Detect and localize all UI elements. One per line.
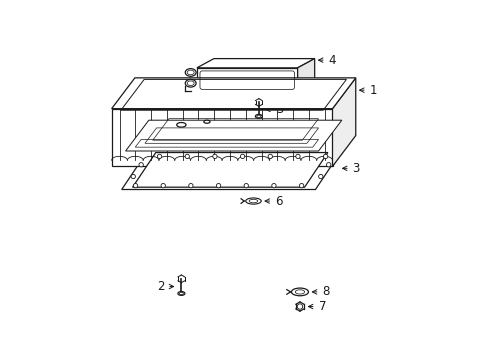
Circle shape xyxy=(299,184,304,188)
Text: 2: 2 xyxy=(157,280,173,293)
Ellipse shape xyxy=(187,70,194,75)
Circle shape xyxy=(244,184,248,188)
Circle shape xyxy=(157,154,162,158)
Ellipse shape xyxy=(185,69,196,76)
Polygon shape xyxy=(112,78,356,109)
Circle shape xyxy=(185,154,190,158)
Polygon shape xyxy=(122,155,339,189)
Circle shape xyxy=(296,154,300,158)
Ellipse shape xyxy=(177,122,186,127)
Circle shape xyxy=(189,184,193,188)
Circle shape xyxy=(161,184,166,188)
Polygon shape xyxy=(197,59,315,68)
Circle shape xyxy=(139,163,143,167)
Ellipse shape xyxy=(204,120,210,123)
Circle shape xyxy=(217,184,221,188)
Circle shape xyxy=(131,174,135,179)
Ellipse shape xyxy=(179,292,183,294)
Polygon shape xyxy=(297,59,315,93)
Ellipse shape xyxy=(292,288,309,296)
Polygon shape xyxy=(125,120,342,151)
Ellipse shape xyxy=(249,199,258,203)
Polygon shape xyxy=(133,153,328,187)
Circle shape xyxy=(268,154,272,158)
Circle shape xyxy=(323,154,328,158)
Ellipse shape xyxy=(257,115,261,117)
Polygon shape xyxy=(112,109,333,166)
Text: 7: 7 xyxy=(309,300,326,313)
Text: 3: 3 xyxy=(343,162,360,175)
Text: 4: 4 xyxy=(318,54,336,67)
Ellipse shape xyxy=(185,80,196,87)
Ellipse shape xyxy=(187,81,194,86)
Text: 6: 6 xyxy=(265,194,283,208)
Circle shape xyxy=(326,163,331,167)
Circle shape xyxy=(241,154,245,158)
Text: 5: 5 xyxy=(266,103,283,116)
Text: 1: 1 xyxy=(360,84,377,97)
Ellipse shape xyxy=(178,292,185,295)
Circle shape xyxy=(272,184,276,188)
Circle shape xyxy=(318,174,323,179)
Text: 8: 8 xyxy=(312,285,330,298)
Ellipse shape xyxy=(295,290,305,294)
Polygon shape xyxy=(197,68,297,93)
Ellipse shape xyxy=(255,114,262,118)
Circle shape xyxy=(213,154,217,158)
Polygon shape xyxy=(333,78,356,166)
Ellipse shape xyxy=(245,198,261,204)
Circle shape xyxy=(297,304,303,309)
Circle shape xyxy=(133,184,138,188)
